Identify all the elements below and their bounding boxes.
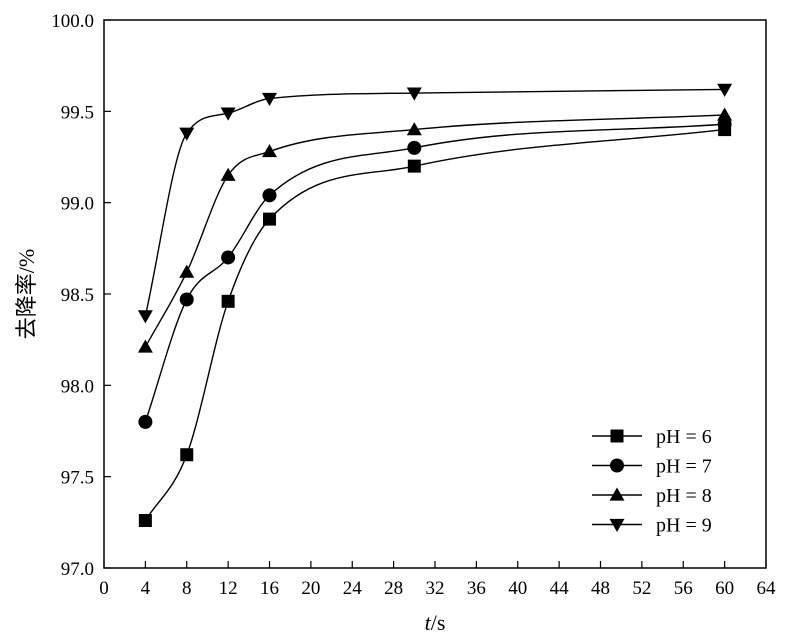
- point-series-4-3: [220, 107, 236, 121]
- legend-label-2: pH = 7: [656, 456, 712, 478]
- x-tick-label-20: 20: [301, 578, 320, 599]
- y-tick-label-99.0: 99.0: [61, 194, 94, 215]
- y-tick-label-97.0: 97.0: [61, 559, 94, 580]
- x-tick-label-12: 12: [219, 578, 238, 599]
- y-axis: 97.0 97.5 98.0 98.5 99.0 99.5 100.0: [51, 11, 111, 580]
- point-series-1-2: [180, 448, 194, 462]
- y-tick-label-99.5: 99.5: [61, 102, 94, 123]
- legend-marker-2: [610, 458, 624, 473]
- point-series-2-5: [407, 140, 422, 155]
- point-series-1-3: [221, 294, 235, 308]
- x-tick-label-0: 0: [99, 578, 109, 599]
- curve-series-3: [144, 114, 725, 348]
- x-tick-label-36: 36: [467, 578, 486, 599]
- x-axis-title: t/s: [425, 610, 446, 635]
- point-series-3-4: [262, 144, 277, 158]
- y-tick-label-98.0: 98.0: [61, 376, 94, 397]
- y-tick-label-98.5: 98.5: [61, 285, 94, 306]
- x-tick-label-40: 40: [508, 578, 527, 599]
- x-tick-label-24: 24: [343, 578, 363, 599]
- point-series-3-3: [220, 167, 236, 181]
- point-series-1-5: [407, 159, 421, 173]
- data-markers: [137, 83, 733, 528]
- legend-marker-3: [609, 487, 625, 501]
- point-series-2-4: [262, 188, 277, 203]
- point-series-4-2: [179, 127, 195, 141]
- point-series-4-4: [262, 92, 277, 107]
- legend-label-1: pH = 6: [656, 426, 712, 448]
- point-series-3-6: [717, 107, 733, 121]
- x-axis-title-unit: /s: [431, 610, 446, 635]
- y-tick-label-97.5: 97.5: [61, 468, 94, 489]
- curve-series-1: [144, 128, 725, 521]
- point-series-2-3: [221, 250, 236, 265]
- point-series-4-1: [137, 310, 153, 324]
- y-axis-title: 去降率/%: [14, 249, 39, 339]
- point-series-4-6: [717, 83, 733, 97]
- x-tick-label-52: 52: [632, 578, 651, 599]
- y-tick-label-100.0: 100.0: [51, 11, 94, 32]
- x-tick-label-32: 32: [426, 578, 445, 599]
- x-tick-label-48: 48: [591, 578, 610, 599]
- x-tick-label-44: 44: [550, 578, 570, 599]
- x-tick-label-8: 8: [182, 578, 192, 599]
- point-series-1-1: [138, 514, 152, 528]
- curve-series-4: [144, 88, 725, 317]
- point-series-2-2: [179, 292, 194, 307]
- x-tick-label-28: 28: [384, 578, 403, 599]
- x-axis: 0 4 8 12 16 20 24 28 32 36 40 44 48 52 56 60 64: [99, 561, 776, 599]
- x-tick-label-16: 16: [260, 578, 279, 599]
- point-series-3-5: [406, 122, 422, 136]
- point-series-4-5: [406, 87, 422, 101]
- point-series-3-1: [137, 339, 153, 353]
- point-series-2-1: [138, 414, 153, 429]
- x-axis-title-symbol: t: [425, 610, 432, 635]
- legend-marker-1: [610, 429, 624, 443]
- legend: pH = 6 pH = 7 pH = 8 pH = 9: [592, 426, 712, 537]
- legend-label-3: pH = 8: [656, 485, 712, 507]
- point-series-2-6: [717, 117, 732, 132]
- x-tick-label-64: 64: [757, 578, 777, 599]
- point-series-3-2: [179, 264, 195, 278]
- x-tick-label-56: 56: [674, 578, 693, 599]
- legend-label-4: pH = 9: [656, 515, 712, 537]
- x-tick-label-60: 60: [715, 578, 734, 599]
- legend-marker-4: [609, 518, 625, 532]
- x-tick-label-4: 4: [141, 578, 151, 599]
- curve-series-2: [144, 123, 725, 423]
- point-series-1-4: [263, 212, 276, 226]
